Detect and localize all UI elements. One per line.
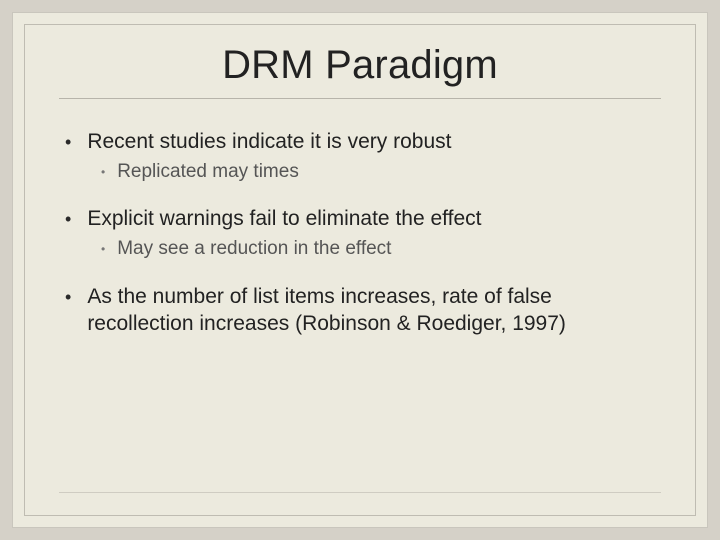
bullet-level2: • Replicated may times <box>101 160 661 184</box>
bullet-group: • As the number of list items increases,… <box>63 284 661 338</box>
title-divider <box>59 98 661 99</box>
bullet-level2: • May see a reduction in the effect <box>101 237 661 261</box>
bullet-dot-icon: • <box>101 237 105 261</box>
bullet-text: Recent studies indicate it is very robus… <box>87 129 661 156</box>
bullet-dot-icon: • <box>65 284 71 311</box>
bullet-dot-icon: • <box>65 129 71 156</box>
bullet-group: • Explicit warnings fail to eliminate th… <box>63 206 661 261</box>
bullet-text: Replicated may times <box>117 160 299 184</box>
bullet-text: As the number of list items increases, r… <box>87 284 661 338</box>
slide-body: • Recent studies indicate it is very rob… <box>59 129 661 337</box>
bullet-text: Explicit warnings fail to eliminate the … <box>87 206 661 233</box>
slide-inner-frame: DRM Paradigm • Recent studies indicate i… <box>24 24 696 516</box>
bullet-dot-icon: • <box>101 160 105 184</box>
bullet-level1: • Recent studies indicate it is very rob… <box>63 129 661 156</box>
slide-title: DRM Paradigm <box>59 43 661 88</box>
slide-outer-frame: DRM Paradigm • Recent studies indicate i… <box>12 12 708 528</box>
bullet-group: • Recent studies indicate it is very rob… <box>63 129 661 184</box>
bullet-level1: • Explicit warnings fail to eliminate th… <box>63 206 661 233</box>
bullet-text: May see a reduction in the effect <box>117 237 391 261</box>
bullet-level1: • As the number of list items increases,… <box>63 284 661 338</box>
bottom-divider <box>59 492 661 493</box>
bullet-dot-icon: • <box>65 206 71 233</box>
